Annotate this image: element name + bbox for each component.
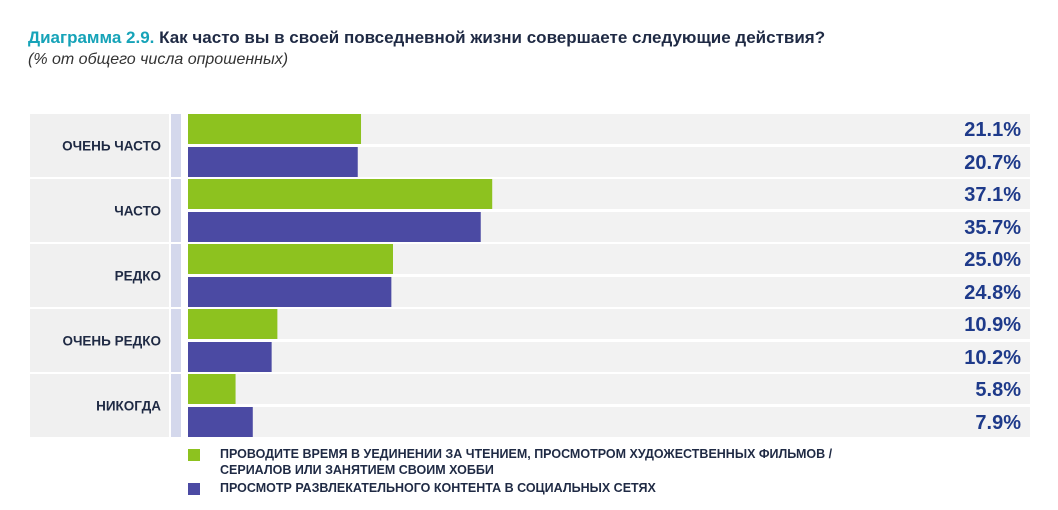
category-label-2: ЧАСТО — [114, 204, 161, 219]
bar-1-series-2 — [188, 147, 358, 177]
category-divider-4 — [171, 309, 181, 372]
bar-track-5-2 — [188, 407, 1030, 437]
category-label-4: ОЧЕНЬ РЕДКО — [62, 334, 161, 349]
value-label-4-series-1: 10.9% — [964, 314, 1021, 336]
bar-2-series-1 — [188, 179, 493, 209]
legend-label-2: ПРОСМОТР РАЗВЛЕКАТЕЛЬНОГО КОНТЕНТА В СОЦ… — [220, 481, 656, 495]
value-label-3-series-1: 25.0% — [964, 249, 1021, 271]
category-label-1: ОЧЕНЬ ЧАСТО — [62, 139, 161, 154]
category-label-3: РЕДКО — [115, 269, 161, 284]
legend-label-1-line2: СЕРИАЛОВ ИЛИ ЗАНЯТИЕМ СВОИМ ХОББИ — [220, 463, 494, 477]
chart-title: Диаграмма 2.9. Как часто вы в своей повс… — [28, 28, 1028, 48]
category-divider-5 — [171, 374, 181, 437]
category-band-3 — [30, 244, 169, 307]
category-divider-1 — [171, 114, 181, 177]
value-label-5-series-1: 5.8% — [975, 379, 1021, 401]
bar-track-5-1 — [188, 374, 1030, 404]
category-band-2 — [30, 179, 169, 242]
bar-3-series-2 — [188, 277, 392, 307]
bar-track-4-1 — [188, 309, 1030, 339]
bar-1-series-1 — [188, 114, 362, 144]
bar-5-series-1 — [188, 374, 236, 404]
category-band-1 — [30, 114, 169, 177]
bar-track-4-2 — [188, 342, 1030, 372]
category-band-4 — [30, 309, 169, 372]
value-label-2-series-2: 35.7% — [964, 217, 1021, 239]
bar-4-series-2 — [188, 342, 272, 372]
legend-swatch-1 — [188, 449, 200, 461]
bar-3-series-1 — [188, 244, 393, 274]
value-label-5-series-2: 7.9% — [975, 412, 1021, 434]
value-label-1-series-2: 20.7% — [964, 152, 1021, 174]
value-label-1-series-1: 21.1% — [964, 119, 1021, 141]
category-divider-3 — [171, 244, 181, 307]
category-divider-2 — [171, 179, 181, 242]
bar-5-series-2 — [188, 407, 253, 437]
value-label-4-series-2: 10.2% — [964, 347, 1021, 369]
legend-swatch-2 — [188, 483, 200, 495]
chart-subtitle: (% от общего числа опрошенных) — [28, 51, 289, 68]
value-label-3-series-2: 24.8% — [964, 282, 1021, 304]
category-band-5 — [30, 374, 169, 437]
bar-2-series-2 — [188, 212, 481, 242]
value-label-2-series-1: 37.1% — [964, 184, 1021, 206]
legend-label-1-line1: ПРОВОДИТЕ ВРЕМЯ В УЕДИНЕНИИ ЗА ЧТЕНИЕМ, … — [220, 447, 833, 461]
chart-title-text: Как часто вы в своей повседневной жизни … — [159, 28, 826, 47]
bar-4-series-1 — [188, 309, 278, 339]
chart-title-prefix: Диаграмма 2.9. — [28, 28, 155, 47]
category-label-5: НИКОГДА — [96, 399, 161, 414]
